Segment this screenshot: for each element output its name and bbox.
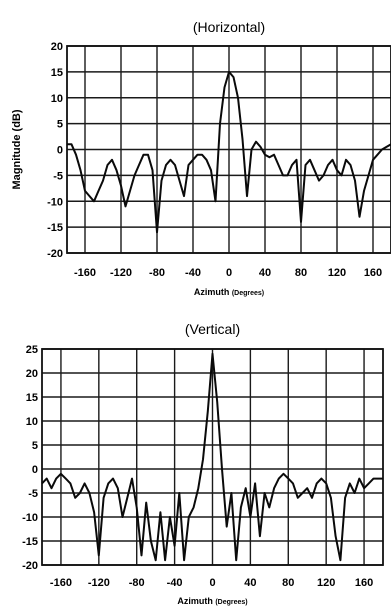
y-tick-label: 5 (57, 119, 63, 131)
x-tick-label: 0 (209, 577, 215, 589)
y-tick-label: 0 (32, 464, 38, 476)
y-tick-label: 20 (26, 368, 38, 380)
y-tick-label: -5 (53, 170, 63, 182)
x-tick-label: -80 (129, 577, 145, 589)
y-tick-label: -15 (47, 222, 63, 234)
y-tick-label: -20 (22, 560, 38, 572)
series-line-1 (41, 352, 383, 562)
x-tick-label: 120 (328, 267, 346, 279)
x-axis-label-main: Azimuth (177, 596, 215, 606)
chart-0: (Horizontal) 20 15 10 5 0 -5 -10 -15 -20 -160 -120 -… (11, 19, 391, 297)
y-tick-label: 15 (26, 392, 38, 404)
y-axis-label-0: Magnitude (dB) (11, 109, 23, 189)
y-tick-label: -5 (28, 488, 38, 500)
chart-title-1: (Vertical) (185, 321, 240, 337)
x-axis-label-1: Azimuth (Degrees) (177, 596, 247, 606)
y-tick-label: 10 (51, 93, 63, 105)
x-tick-label: 40 (259, 267, 271, 279)
plot-frame (41, 348, 384, 566)
x-tick-label: 160 (355, 577, 373, 589)
y-tick-label: 20 (51, 41, 63, 53)
x-tick-label: -40 (167, 577, 183, 589)
y-tick-label: 15 (51, 67, 63, 79)
series-line-0 (67, 70, 391, 234)
x-axis-label-0: Azimuth (Degrees) (194, 287, 264, 297)
y-tick-label: -10 (47, 196, 63, 208)
x-tick-label: -120 (110, 267, 132, 279)
x-tick-label: -160 (50, 577, 72, 589)
x-tick-label: -120 (88, 577, 110, 589)
y-tick-label: 5 (32, 440, 38, 452)
x-axis-label-main: Azimuth (194, 287, 232, 297)
y-tick-label: -20 (47, 248, 63, 260)
y-tick-label: 0 (57, 145, 63, 157)
x-tick-label: 80 (295, 267, 307, 279)
x-tick-label: 80 (282, 577, 294, 589)
y-tick-label: -10 (22, 512, 38, 524)
x-axis-label-unit: (Degrees) (215, 599, 247, 606)
x-tick-label: 120 (317, 577, 335, 589)
x-tick-label: -80 (149, 267, 165, 279)
plot-frame (66, 45, 391, 254)
y-tick-label: -15 (22, 536, 38, 548)
x-tick-label: -160 (74, 267, 96, 279)
x-axis-label-unit: (Degrees) (232, 290, 264, 297)
x-tick-label: -40 (185, 267, 201, 279)
x-tick-label: 160 (364, 267, 382, 279)
chart-1: (Vertical) 25 20 15 10 5 0 -5 -10 -15 -20 -160 -120 -… (22, 321, 384, 606)
x-tick-label: 40 (244, 577, 256, 589)
y-tick-label: 10 (26, 416, 38, 428)
y-tick-label: 25 (26, 344, 38, 356)
x-tick-label: 0 (226, 267, 232, 279)
chart-title-0: (Horizontal) (193, 19, 265, 35)
